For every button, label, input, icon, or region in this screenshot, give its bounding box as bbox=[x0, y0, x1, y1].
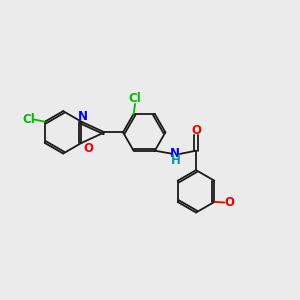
Text: O: O bbox=[225, 196, 235, 209]
Text: O: O bbox=[83, 142, 93, 155]
Text: Cl: Cl bbox=[22, 113, 35, 126]
Text: O: O bbox=[192, 124, 202, 136]
Text: N: N bbox=[170, 147, 180, 161]
Text: N: N bbox=[78, 110, 88, 123]
Text: H: H bbox=[170, 154, 180, 167]
Text: Cl: Cl bbox=[129, 92, 142, 105]
